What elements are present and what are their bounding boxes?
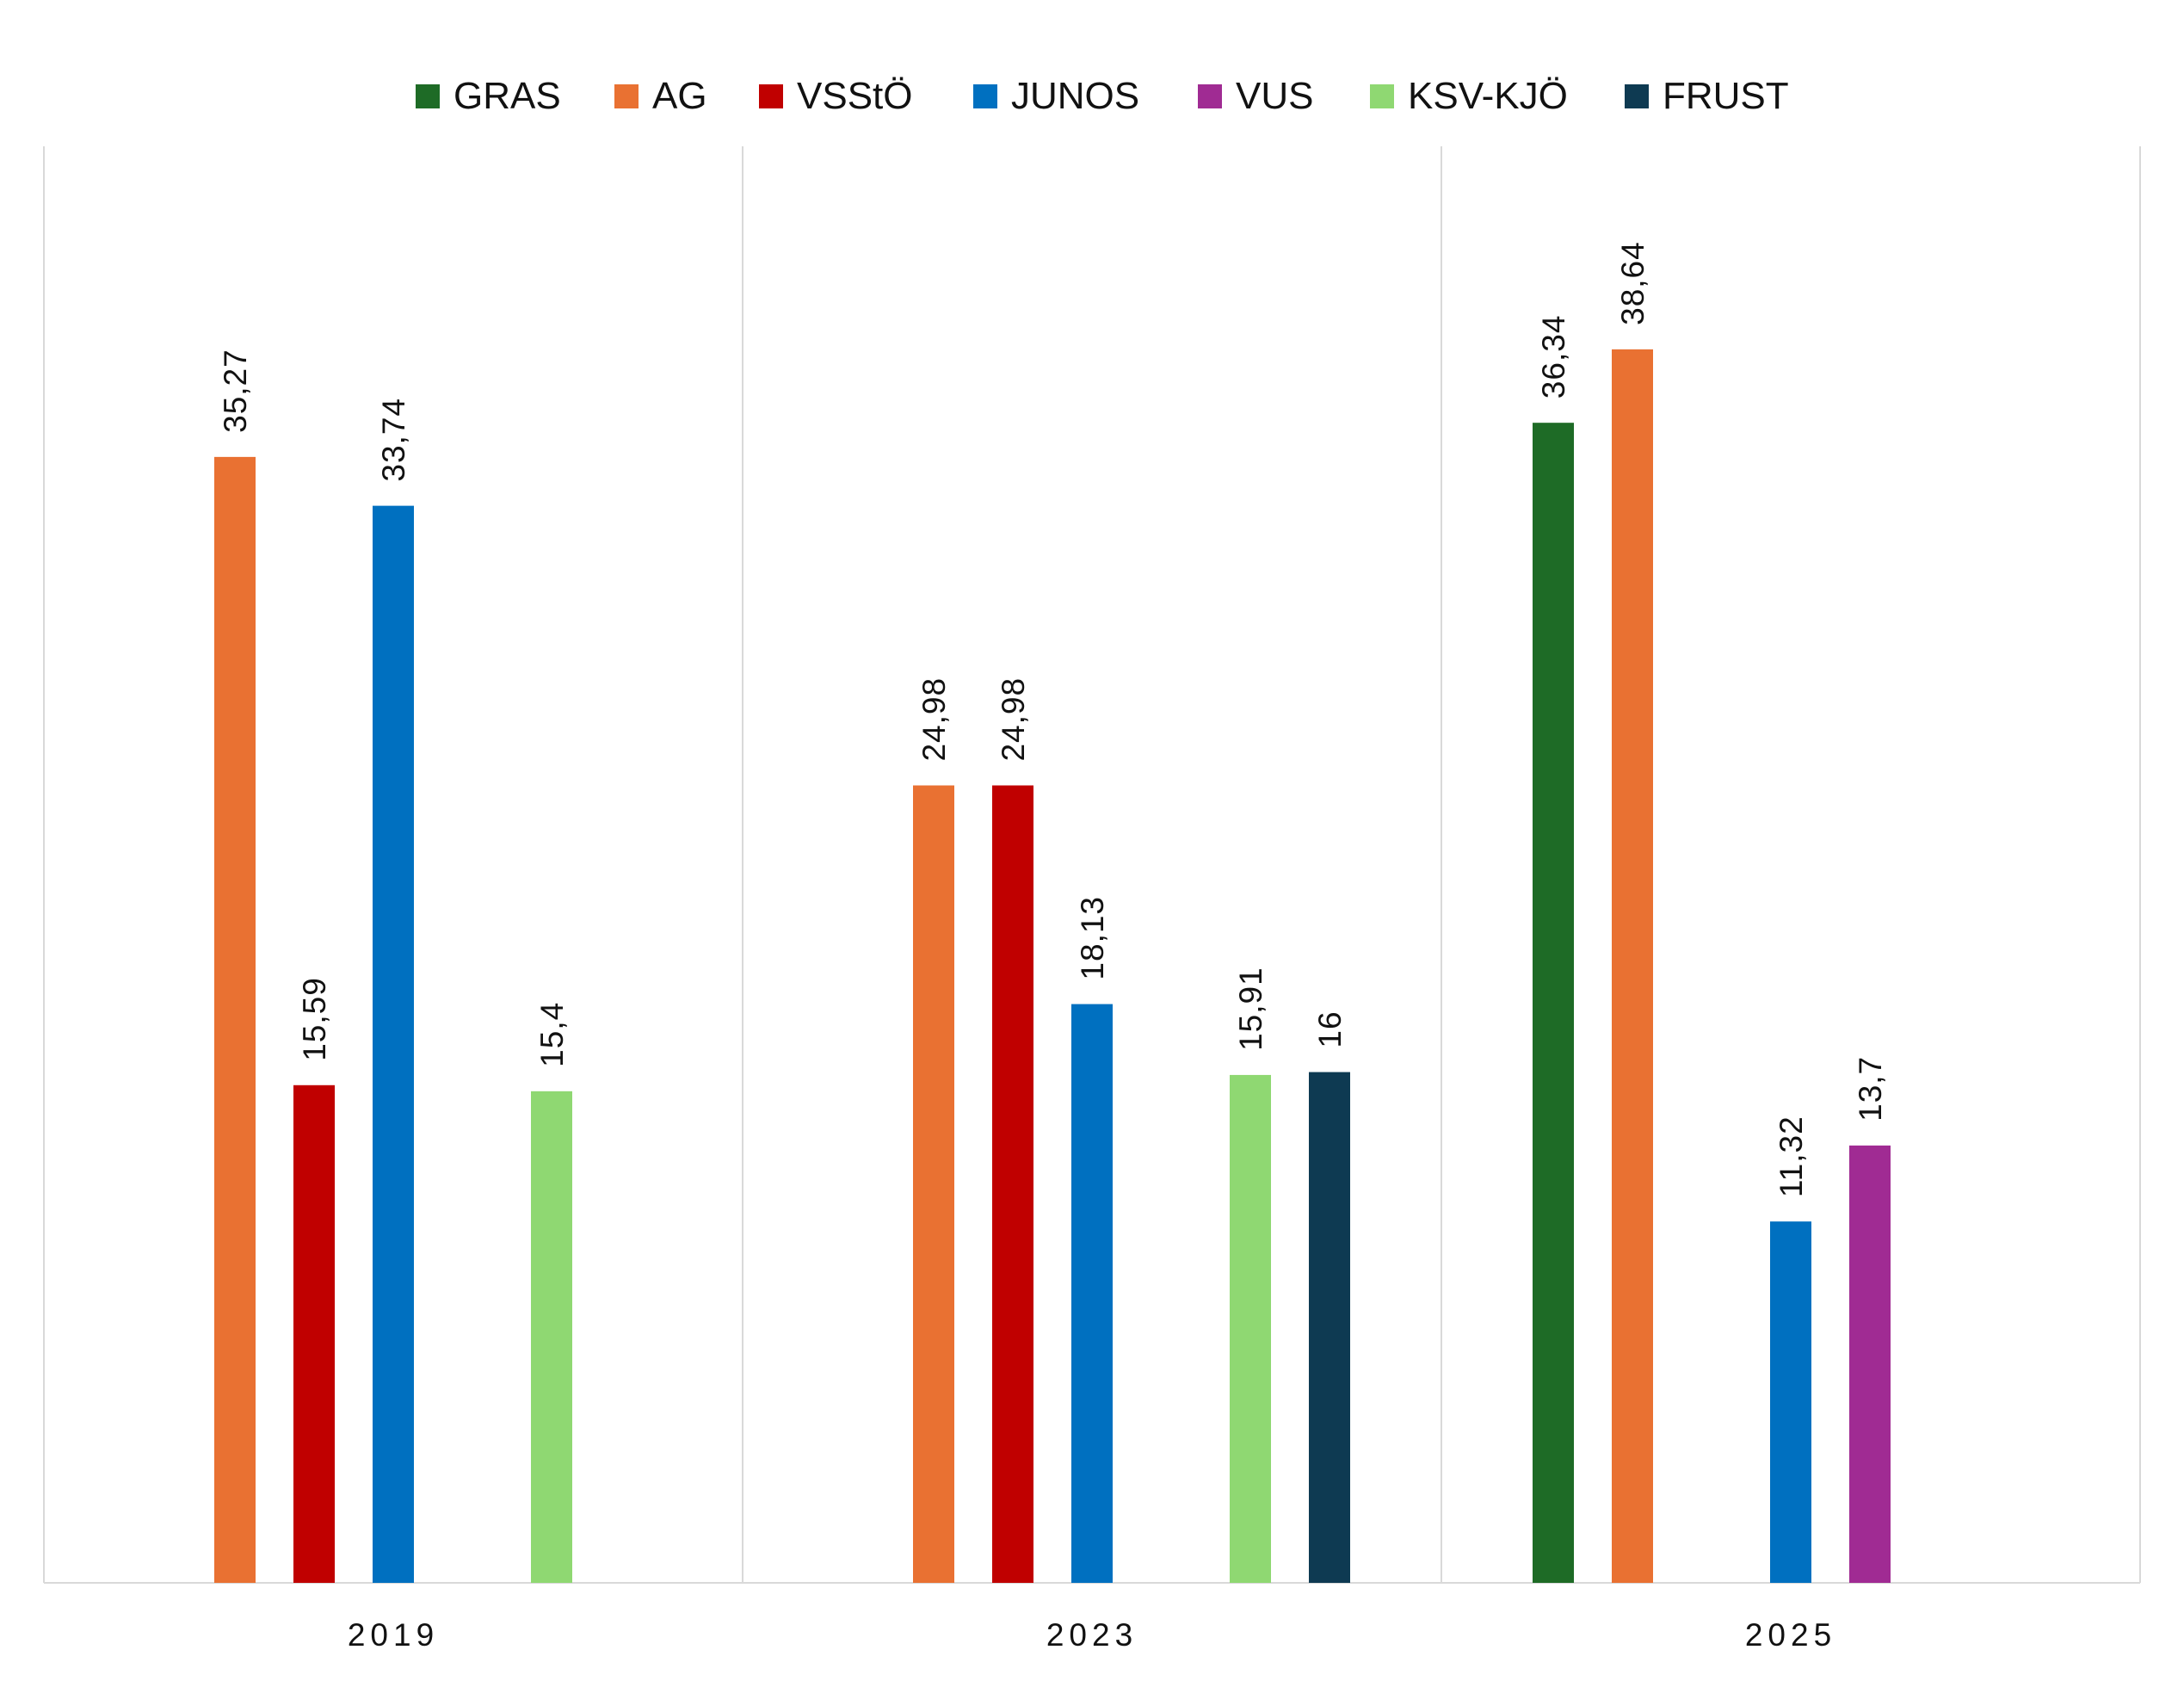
legend-label: AG bbox=[652, 75, 707, 117]
bar-ag-2025 bbox=[1612, 349, 1653, 1583]
legend-swatch bbox=[614, 84, 639, 108]
bar-junos-2025 bbox=[1770, 1221, 1811, 1583]
legend-swatch bbox=[1370, 84, 1394, 108]
legend-label: VUS bbox=[1236, 75, 1313, 117]
legend-label: KSV-KJÖ bbox=[1408, 75, 1568, 117]
bar-junos-2023 bbox=[1071, 1004, 1113, 1583]
legend-label: GRAS bbox=[453, 75, 561, 117]
data-label: 16 bbox=[1312, 1010, 1348, 1047]
data-label: 18,13 bbox=[1075, 896, 1110, 980]
legend-label: VSStÖ bbox=[797, 75, 913, 117]
bar-vsstö-2019 bbox=[293, 1084, 335, 1583]
bar-junos-2019 bbox=[373, 505, 414, 1584]
legend-label: FRUST bbox=[1663, 75, 1789, 117]
bar-ag-2023 bbox=[913, 785, 954, 1583]
bars bbox=[214, 349, 1891, 1584]
legend-swatch bbox=[759, 84, 783, 108]
legend: GRAS AG VSStÖ JUNOS VUS KSV-KJÖ FRUST bbox=[416, 75, 1789, 117]
x-tick-label: 2019 bbox=[348, 1617, 439, 1653]
legend-swatch bbox=[416, 84, 440, 108]
legend-label: JUNOS bbox=[1011, 75, 1139, 117]
bar-vsstö-2023 bbox=[992, 785, 1033, 1583]
bar-ksv-kjö-2019 bbox=[531, 1091, 572, 1583]
data-label: 24,98 bbox=[996, 677, 1031, 762]
data-label: 15,59 bbox=[297, 977, 332, 1061]
bar-ksv-kjö-2023 bbox=[1230, 1074, 1271, 1583]
bar-gras-2025 bbox=[1533, 423, 1574, 1583]
data-label: 15,91 bbox=[1233, 967, 1268, 1051]
x-tick-label: 2023 bbox=[1046, 1617, 1138, 1653]
legend-swatch bbox=[1625, 84, 1649, 108]
legend-swatch bbox=[973, 84, 997, 108]
bar-ag-2019 bbox=[214, 456, 256, 1583]
data-label: 36,34 bbox=[1536, 315, 1571, 399]
bar-vus-2025 bbox=[1849, 1145, 1891, 1583]
data-label: 33,74 bbox=[376, 398, 411, 482]
data-labels: 35,27 15,59 33,74 15,4 24,98 24,98 18,13 15,91 1… bbox=[218, 241, 1888, 1197]
data-label: 11,32 bbox=[1774, 1115, 1809, 1197]
data-label: 13,7 bbox=[1853, 1056, 1888, 1122]
data-label: 15,4 bbox=[534, 1002, 570, 1067]
bar-frust-2023 bbox=[1309, 1072, 1350, 1583]
x-tick-label: 2025 bbox=[1745, 1617, 1836, 1653]
data-label: 38,64 bbox=[1615, 241, 1650, 325]
x-axis-ticks: 2019 2023 2025 bbox=[348, 1617, 1836, 1653]
legend-swatch bbox=[1198, 84, 1222, 108]
data-label: 35,27 bbox=[218, 349, 253, 433]
data-label: 24,98 bbox=[916, 677, 952, 762]
